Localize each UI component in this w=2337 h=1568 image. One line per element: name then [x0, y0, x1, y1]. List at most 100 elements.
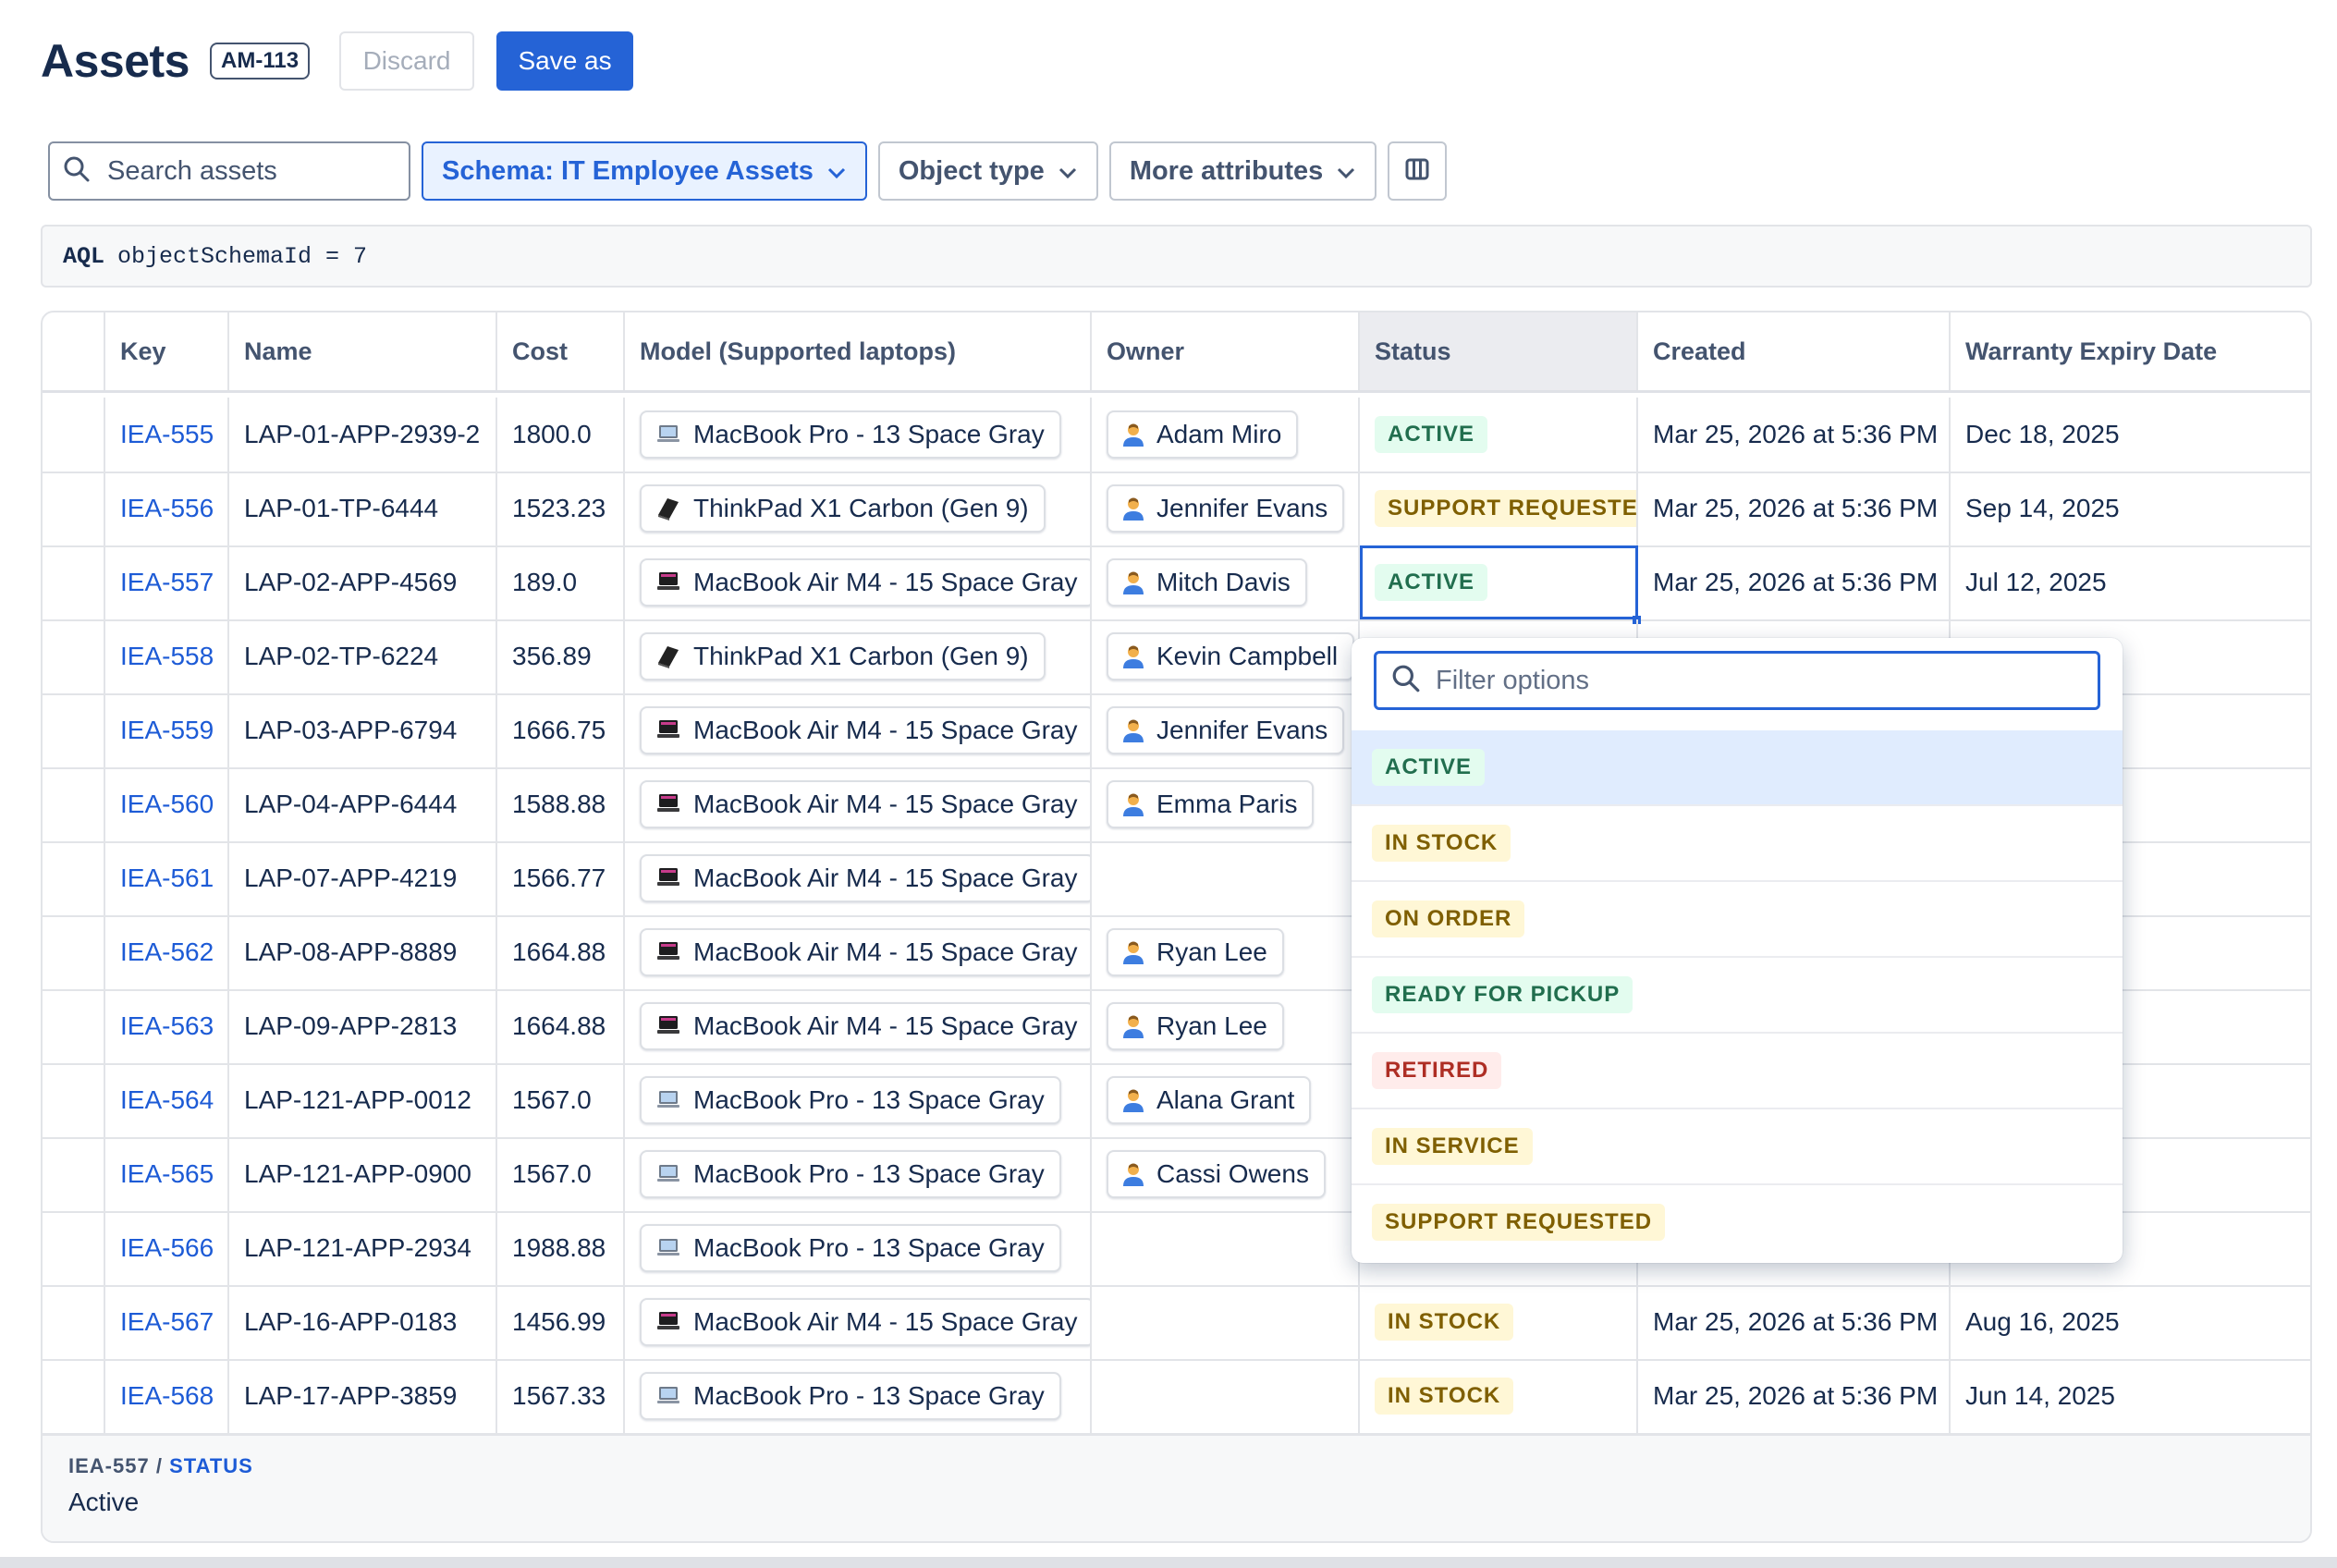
cell-status[interactable]: IN STOCK: [1360, 1359, 1638, 1433]
model-object-pill[interactable]: MacBook Air M4 - 15 Space Gray: [640, 558, 1090, 606]
column-header-created[interactable]: Created: [1638, 312, 1951, 390]
row-select-cell[interactable]: [43, 1137, 105, 1211]
cell-model[interactable]: MacBook Pro - 13 Space Gray: [625, 398, 1092, 472]
owner-user-pill[interactable]: Jennifer Evans: [1107, 484, 1345, 533]
columns-button[interactable]: [1388, 141, 1448, 201]
column-header-owner[interactable]: Owner: [1092, 312, 1360, 390]
model-object-pill[interactable]: MacBook Air M4 - 15 Space Gray: [640, 706, 1090, 754]
row-select-cell[interactable]: [43, 545, 105, 619]
row-select-cell[interactable]: [43, 472, 105, 545]
cell-owner[interactable]: Ryan Lee: [1092, 989, 1360, 1063]
cell-key-link[interactable]: IEA-567: [105, 1285, 229, 1359]
row-select-cell[interactable]: [43, 767, 105, 841]
cell-model[interactable]: MacBook Air M4 - 15 Space Gray: [625, 915, 1092, 989]
table-row[interactable]: IEA-563 LAP-09-APP-2813 1664.88 MacBook Air…: [43, 989, 2310, 1065]
model-object-pill[interactable]: MacBook Air M4 - 15 Space Gray: [640, 1002, 1090, 1050]
cell-key-link[interactable]: IEA-566: [105, 1211, 229, 1285]
search-box[interactable]: [48, 141, 410, 201]
filter-box[interactable]: [1374, 651, 2100, 710]
cell-name[interactable]: LAP-08-APP-8889: [229, 915, 497, 989]
status-option[interactable]: READY FOR PICKUP: [1352, 958, 2123, 1034]
cell-owner[interactable]: Cassi Owens: [1092, 1137, 1360, 1211]
table-row[interactable]: IEA-566 LAP-121-APP-2934 1988.88 MacBook Pr…: [43, 1211, 2310, 1287]
cell-key-link[interactable]: IEA-565: [105, 1137, 229, 1211]
cell-name[interactable]: LAP-16-APP-0183: [229, 1285, 497, 1359]
model-object-pill[interactable]: MacBook Air M4 - 15 Space Gray: [640, 854, 1090, 902]
cell-owner[interactable]: Emma Paris: [1092, 767, 1360, 841]
row-select-cell[interactable]: [43, 1285, 105, 1359]
model-object-pill[interactable]: MacBook Pro - 13 Space Gray: [640, 1076, 1061, 1124]
cell-model[interactable]: MacBook Air M4 - 15 Space Gray: [625, 693, 1092, 767]
row-select-cell[interactable]: [43, 989, 105, 1063]
owner-user-pill[interactable]: Cassi Owens: [1107, 1150, 1326, 1198]
cell-model[interactable]: MacBook Pro - 13 Space Gray: [625, 1063, 1092, 1137]
cell-cost[interactable]: 1567.33: [497, 1359, 625, 1433]
row-select-cell[interactable]: [43, 619, 105, 693]
status-option[interactable]: ACTIVE: [1352, 730, 2123, 806]
cell-cost[interactable]: 356.89: [497, 619, 625, 693]
cell-model[interactable]: ThinkPad X1 Carbon (Gen 9): [625, 619, 1092, 693]
cell-cost[interactable]: 1456.99: [497, 1285, 625, 1359]
cell-model[interactable]: MacBook Pro - 13 Space Gray: [625, 1211, 1092, 1285]
row-select-cell[interactable]: [43, 1063, 105, 1137]
cell-warranty[interactable]: Dec 18, 2025: [1965, 420, 2120, 448]
column-header-cost[interactable]: Cost: [497, 312, 625, 390]
table-row[interactable]: IEA-556 LAP-01-TP-6444 1523.23 ThinkPad X1 …: [43, 472, 2310, 547]
cell-cost[interactable]: 1566.77: [497, 841, 625, 915]
cell-owner[interactable]: [1092, 841, 1360, 915]
cell-model[interactable]: MacBook Air M4 - 15 Space Gray: [625, 1285, 1092, 1359]
column-header-status[interactable]: Status: [1360, 312, 1638, 390]
column-header-name[interactable]: Name: [229, 312, 497, 390]
status-option[interactable]: ON ORDER: [1352, 882, 2123, 958]
cell-name[interactable]: LAP-121-APP-2934: [229, 1211, 497, 1285]
cell-model[interactable]: MacBook Pro - 13 Space Gray: [625, 1359, 1092, 1433]
cell-created[interactable]: Mar 25, 2026 at 5:36 PM: [1638, 398, 1951, 472]
table-row[interactable]: IEA-567 LAP-16-APP-0183 1456.99 MacBook Air…: [43, 1285, 2310, 1361]
status-option[interactable]: RETIRED: [1352, 1034, 2123, 1109]
owner-user-pill[interactable]: Jennifer Evans: [1107, 706, 1345, 754]
owner-user-pill[interactable]: Ryan Lee: [1107, 1002, 1284, 1050]
cell-cost[interactable]: 1800.0: [497, 398, 625, 472]
model-object-pill[interactable]: MacBook Pro - 13 Space Gray: [640, 1224, 1061, 1272]
cell-name[interactable]: LAP-03-APP-6794: [229, 693, 497, 767]
cell-status[interactable]: IN STOCK: [1360, 1285, 1638, 1359]
cell-cost[interactable]: 1588.88: [497, 767, 625, 841]
cell-owner[interactable]: Adam Miro: [1092, 398, 1360, 472]
cell-name[interactable]: LAP-01-TP-6444: [229, 472, 497, 545]
cell-model[interactable]: MacBook Air M4 - 15 Space Gray: [625, 989, 1092, 1063]
cell-owner[interactable]: Mitch Davis: [1092, 545, 1360, 619]
cell-model[interactable]: MacBook Air M4 - 15 Space Gray: [625, 545, 1092, 619]
cell-key-link[interactable]: IEA-556: [105, 472, 229, 545]
table-row[interactable]: IEA-557 LAP-02-APP-4569 189.0 MacBook Air M…: [43, 545, 2310, 624]
cell-warranty[interactable]: Jun 14, 2025: [1965, 1381, 2115, 1410]
discard-button[interactable]: Discard: [339, 31, 475, 91]
model-object-pill[interactable]: MacBook Pro - 13 Space Gray: [640, 1150, 1061, 1198]
table-row[interactable]: IEA-555 LAP-01-APP-2939-2 1800.0 MacBook Pr…: [43, 398, 2310, 473]
model-object-pill[interactable]: MacBook Air M4 - 15 Space Gray: [640, 780, 1090, 828]
table-row[interactable]: IEA-560 LAP-04-APP-6444 1588.88 MacBook Air…: [43, 767, 2310, 843]
cell-status[interactable]: SUPPORT REQUESTED: [1360, 472, 1638, 545]
row-select-cell[interactable]: [43, 398, 105, 472]
cell-owner[interactable]: [1092, 1285, 1360, 1359]
cell-owner[interactable]: Ryan Lee: [1092, 915, 1360, 989]
cell-created[interactable]: Mar 25, 2026 at 5:36 PM: [1638, 1359, 1951, 1433]
cell-owner[interactable]: Jennifer Evans: [1092, 693, 1360, 767]
cell-cost[interactable]: 189.0: [497, 545, 625, 619]
cell-cost[interactable]: 1988.88: [497, 1211, 625, 1285]
cell-model[interactable]: MacBook Air M4 - 15 Space Gray: [625, 841, 1092, 915]
cell-key-link[interactable]: IEA-561: [105, 841, 229, 915]
detail-field-name[interactable]: STATUS: [169, 1454, 253, 1477]
cell-cost[interactable]: 1666.75: [497, 693, 625, 767]
schema-filter-button[interactable]: Schema: IT Employee Assets: [422, 141, 867, 201]
status-option[interactable]: SUPPORT REQUESTED: [1352, 1185, 2123, 1259]
cell-owner[interactable]: Alana Grant: [1092, 1063, 1360, 1137]
column-header-model[interactable]: Model (Supported laptops): [625, 312, 1092, 390]
cell-warranty[interactable]: Sep 14, 2025: [1965, 494, 2120, 522]
column-header-warranty[interactable]: Warranty Expiry Date: [1965, 337, 2218, 365]
owner-user-pill[interactable]: Ryan Lee: [1107, 928, 1284, 976]
owner-user-pill[interactable]: Kevin Campbell: [1107, 632, 1355, 680]
cell-name[interactable]: LAP-17-APP-3859: [229, 1359, 497, 1433]
cell-key-link[interactable]: IEA-557: [105, 545, 229, 619]
owner-user-pill[interactable]: Mitch Davis: [1107, 558, 1307, 606]
table-row[interactable]: IEA-568 LAP-17-APP-3859 1567.33 MacBook Pro…: [43, 1359, 2310, 1435]
